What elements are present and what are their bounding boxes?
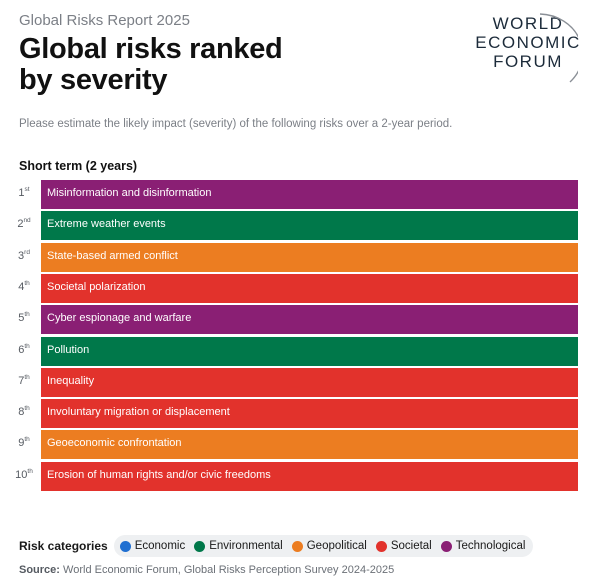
legend-label: Technological bbox=[455, 540, 526, 552]
logo-arc-icon bbox=[539, 13, 578, 83]
legend-dot-icon bbox=[291, 540, 303, 552]
legend-item: Technological bbox=[440, 540, 526, 552]
legend-items: Economic Environmental Geopolitical Societa… bbox=[113, 535, 534, 557]
wef-logo: WORLD ECONOMIC FORUM bbox=[468, 13, 588, 83]
title-line-2: by severity bbox=[19, 64, 168, 96]
source-note: Source: World Economic Forum, Global Ris… bbox=[19, 564, 394, 576]
risk-label: Societal polarization bbox=[47, 280, 146, 293]
risk-bar: Involuntary migration or displacement bbox=[41, 399, 578, 429]
rank-suffix: th bbox=[27, 467, 33, 475]
ranking-row: 4th Societal polarization bbox=[0, 273, 602, 303]
ranking-row: 6th Pollution bbox=[0, 336, 602, 366]
rank-number: 7th bbox=[18, 373, 30, 387]
rank-suffix: th bbox=[24, 279, 30, 287]
risk-bar: Cyber espionage and warfare bbox=[41, 305, 578, 335]
risk-label: State-based armed conflict bbox=[47, 249, 178, 262]
ranking-row: 7th Inequality bbox=[0, 367, 602, 397]
ranking-row: 3rd State-based armed conflict bbox=[0, 242, 602, 272]
risk-label: Pollution bbox=[47, 343, 90, 356]
risk-label: Geoeconomic confrontation bbox=[47, 437, 182, 450]
risk-bar: Erosion of human rights and/or civic fre… bbox=[41, 461, 578, 491]
ranking-row: 10th Erosion of human rights and/or civic… bbox=[0, 461, 602, 491]
logo-line-2: ECONOMIC bbox=[475, 33, 581, 52]
rank-number: 4th bbox=[18, 279, 30, 293]
legend-item: Societal bbox=[375, 540, 432, 552]
rank-number: 2nd bbox=[17, 217, 31, 231]
source-label: Source: bbox=[19, 564, 60, 576]
risk-bar: Pollution bbox=[41, 336, 578, 366]
report-name: Global Risks Report 2025 bbox=[19, 12, 190, 29]
logo-line-3: FORUM bbox=[493, 52, 563, 71]
rank-suffix: th bbox=[24, 436, 30, 444]
ranking-row: 2nd Extreme weather events bbox=[0, 211, 602, 241]
rank-suffix: th bbox=[24, 342, 30, 350]
risk-bar: State-based armed conflict bbox=[41, 242, 578, 272]
rank-number: 6th bbox=[18, 342, 30, 356]
rank-suffix: st bbox=[24, 186, 30, 193]
page-title: Global risks ranked by severity bbox=[19, 34, 339, 96]
legend-dot-icon bbox=[440, 540, 452, 552]
legend-dot-icon bbox=[119, 540, 131, 552]
rank-suffix: th bbox=[24, 311, 30, 319]
risk-label: Erosion of human rights and/or civic fre… bbox=[47, 468, 271, 481]
rank-number: 5th bbox=[18, 311, 30, 325]
legend-title: Risk categories bbox=[19, 539, 108, 553]
source-text: World Economic Forum, Global Risks Perce… bbox=[63, 564, 395, 576]
ranking-row: 1st Misinformation and disinformation bbox=[0, 180, 602, 209]
legend-dot-icon bbox=[375, 540, 387, 552]
risk-bar: Geoeconomic confrontation bbox=[41, 430, 578, 460]
rank-number: 8th bbox=[18, 405, 30, 419]
risk-label: Inequality bbox=[47, 374, 95, 387]
logo-line-1: WORLD bbox=[492, 14, 564, 33]
risk-bar: Extreme weather events bbox=[41, 211, 578, 241]
ranking-row: 8th Involuntary migration or displacement bbox=[0, 399, 602, 429]
legend-item: Geopolitical bbox=[291, 540, 367, 552]
rank-suffix: th bbox=[24, 373, 30, 381]
legend-item: Environmental bbox=[194, 540, 283, 552]
legend-dot-icon bbox=[194, 540, 206, 552]
rank-suffix: rd bbox=[24, 248, 30, 256]
rank-number: 9th bbox=[18, 436, 30, 450]
rank-number: 10th bbox=[15, 467, 33, 481]
ranking-row: 9th Geoeconomic confrontation bbox=[0, 430, 602, 460]
legend-label: Environmental bbox=[209, 540, 283, 552]
title-line-1: Global risks ranked bbox=[19, 33, 283, 65]
risk-bar: Inequality bbox=[41, 367, 578, 397]
risk-label: Misinformation and disinformation bbox=[47, 187, 212, 199]
legend-label: Geopolitical bbox=[306, 540, 367, 552]
rank-number: 3rd bbox=[18, 248, 30, 262]
rank-suffix: th bbox=[24, 405, 30, 413]
rank-suffix: nd bbox=[23, 217, 31, 225]
legend: Risk categories Economic Environmental Geo… bbox=[19, 535, 534, 557]
chart-subtitle: Please estimate the likely impact (sever… bbox=[19, 118, 453, 130]
risk-label: Involuntary migration or displacement bbox=[47, 406, 230, 419]
ranking-row: 5th Cyber espionage and warfare bbox=[0, 305, 602, 335]
chart-section-title: Short term (2 years) bbox=[19, 159, 138, 173]
risk-label: Cyber espionage and warfare bbox=[47, 312, 192, 325]
risk-bar: Misinformation and disinformation bbox=[41, 180, 578, 209]
legend-label: Economic bbox=[134, 540, 186, 552]
rank-number: 1st bbox=[18, 186, 30, 199]
risk-bar: Societal polarization bbox=[41, 273, 578, 303]
risk-label: Extreme weather events bbox=[47, 218, 166, 231]
legend-item: Economic bbox=[119, 540, 186, 552]
legend-label: Societal bbox=[390, 540, 432, 552]
